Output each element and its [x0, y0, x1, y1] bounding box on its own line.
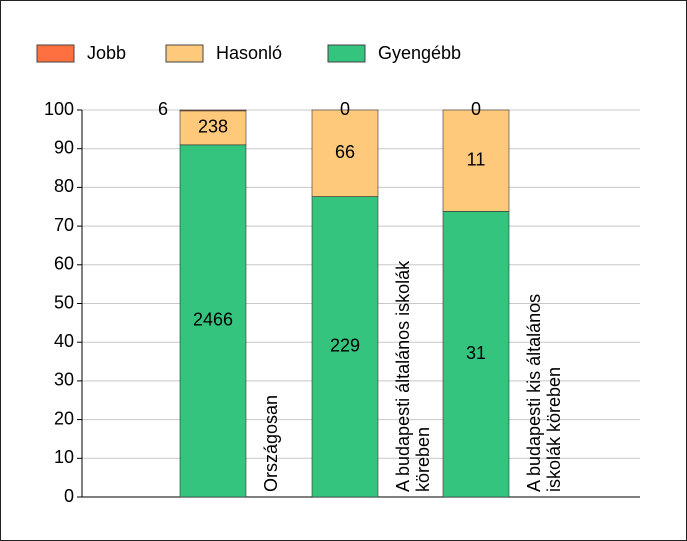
- data-label: 2466: [193, 310, 233, 330]
- category-label: Országosan: [261, 395, 281, 492]
- legend-swatch: [327, 44, 366, 63]
- y-tick-label: 70: [54, 215, 74, 235]
- data-label: 0: [340, 99, 350, 119]
- category-label: iskolák köreben: [544, 367, 564, 492]
- legend-swatch: [165, 44, 204, 63]
- data-label: 238: [198, 117, 228, 137]
- bar-segment: [179, 109, 247, 112]
- data-label: 6: [158, 99, 168, 119]
- y-tick-label: 90: [54, 137, 74, 157]
- y-tick-label: 20: [54, 408, 74, 428]
- data-label: 31: [466, 343, 486, 363]
- data-label: 66: [335, 142, 355, 162]
- legend-label: Jobb: [87, 43, 126, 63]
- y-tick-label: 80: [54, 176, 74, 196]
- data-label: 229: [330, 336, 360, 356]
- bar-segment: [442, 211, 510, 498]
- bar-segment: [442, 109, 510, 212]
- bar-segment: [311, 109, 379, 197]
- data-label: 11: [467, 149, 486, 169]
- category-label: A budapesti kis általános: [524, 294, 544, 492]
- legend-swatch: [36, 44, 75, 63]
- y-tick-label: 40: [54, 331, 74, 351]
- y-tick-label: 50: [54, 292, 74, 312]
- category-label: köreben: [413, 427, 433, 492]
- y-tick-label: 0: [64, 486, 74, 506]
- y-tick-label: 10: [54, 447, 74, 467]
- y-tick-label: 60: [54, 254, 74, 274]
- bar-segment: [179, 144, 247, 498]
- category-label: A budapesti általános iskolák: [393, 260, 413, 492]
- y-tick-label: 30: [54, 370, 74, 390]
- y-tick-label: 100: [44, 99, 74, 119]
- data-label: 0: [471, 99, 481, 119]
- legend-label: Gyengébb: [378, 43, 461, 63]
- bar-segment: [311, 196, 379, 498]
- legend-label: Hasonló: [216, 43, 282, 63]
